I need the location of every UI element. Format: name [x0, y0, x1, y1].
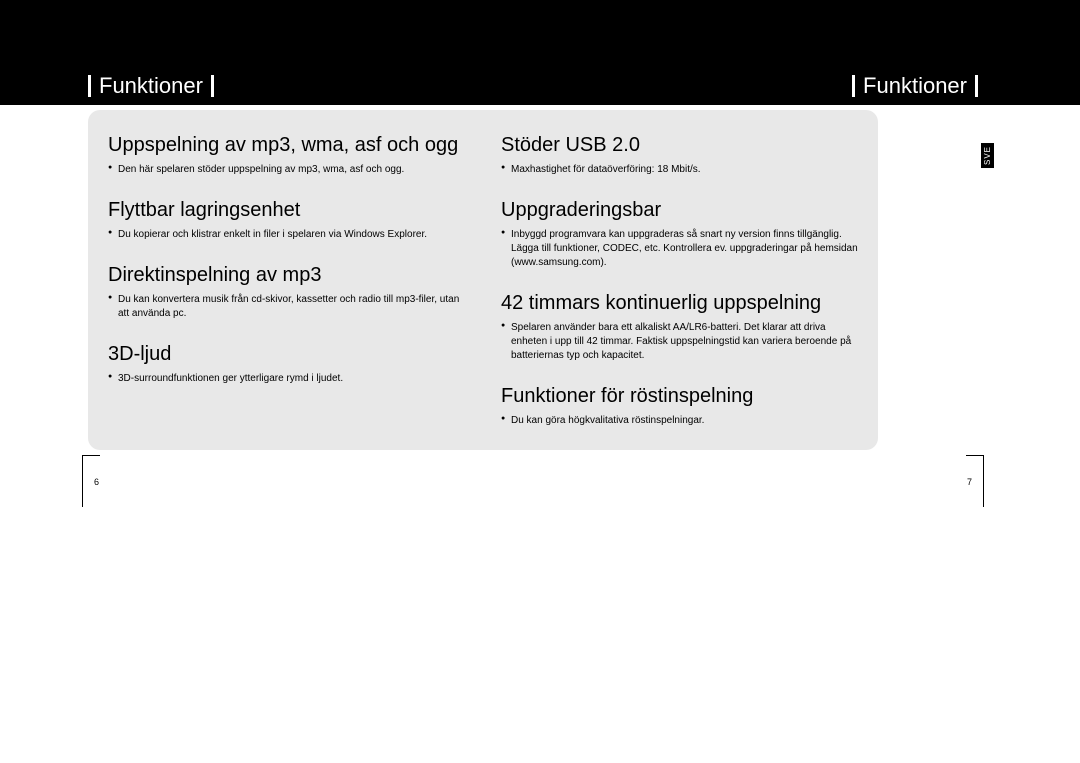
- feature-title: Uppspelning av mp3, wma, asf och ogg: [108, 134, 465, 157]
- feature-title: Direktinspelning av mp3: [108, 264, 465, 287]
- header-title-left: Funktioner: [88, 75, 214, 97]
- page-number-left: 6: [94, 477, 99, 487]
- margin-rule-icon: [983, 455, 984, 507]
- feature-title: Stöder USB 2.0: [501, 134, 858, 157]
- header-bar: Funktioner Funktioner: [0, 0, 1080, 105]
- header-title-right: Funktioner: [852, 75, 978, 97]
- feature-list: Du kan göra högkvalitativa röstinspelnin…: [501, 414, 858, 428]
- feature-bullet: Du kopierar och klistrar enkelt in filer…: [108, 228, 465, 242]
- feature-bullet: Inbyggd programvara kan uppgraderas så s…: [501, 228, 858, 270]
- feature-list: Du kopierar och klistrar enkelt in filer…: [108, 228, 465, 242]
- feature-title: Uppgraderingsbar: [501, 199, 858, 222]
- feature-title: 42 timmars kontinuerlig uppspelning: [501, 292, 858, 315]
- feature-title: Funktioner för röstinspelning: [501, 385, 858, 408]
- margin-rule-icon: [966, 455, 984, 456]
- feature-bullet: Du kan konvertera musik från cd-skivor, …: [108, 293, 465, 321]
- feature-list: Maxhastighet för dataöverföring: 18 Mbit…: [501, 163, 858, 177]
- feature-bullet: Den här spelaren stöder uppspelning av m…: [108, 163, 465, 177]
- left-column: Uppspelning av mp3, wma, asf och ogg Den…: [108, 134, 483, 430]
- margin-rule-icon: [82, 455, 100, 456]
- feature-list: Spelaren använder bara ett alkaliskt AA/…: [501, 321, 858, 363]
- features-panel: Uppspelning av mp3, wma, asf och ogg Den…: [88, 110, 878, 450]
- feature-bullet: Spelaren använder bara ett alkaliskt AA/…: [501, 321, 858, 363]
- margin-rule-icon: [82, 455, 83, 507]
- feature-list: Du kan konvertera musik från cd-skivor, …: [108, 293, 465, 321]
- page-number-right: 7: [967, 477, 972, 487]
- feature-title: 3D-ljud: [108, 343, 465, 366]
- feature-title: Flyttbar lagringsenhet: [108, 199, 465, 222]
- feature-list: 3D-surroundfunktionen ger ytterligare ry…: [108, 372, 465, 386]
- feature-bullet: 3D-surroundfunktionen ger ytterligare ry…: [108, 372, 465, 386]
- right-column: Stöder USB 2.0 Maxhastighet för dataöver…: [483, 134, 858, 430]
- feature-list: Den här spelaren stöder uppspelning av m…: [108, 163, 465, 177]
- language-tab: SVE: [981, 143, 994, 168]
- feature-bullet: Du kan göra högkvalitativa röstinspelnin…: [501, 414, 858, 428]
- feature-bullet: Maxhastighet för dataöverföring: 18 Mbit…: [501, 163, 858, 177]
- feature-list: Inbyggd programvara kan uppgraderas så s…: [501, 228, 858, 270]
